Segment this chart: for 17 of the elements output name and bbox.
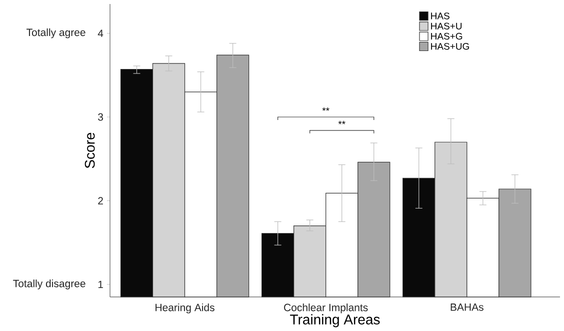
text: Totally disagree [13,280,86,290]
legend-label: HAS [431,12,450,20]
legend-label: HAS+G [431,32,462,40]
annotation: ** [322,107,330,111]
y-axis-title: Score [84,132,95,168]
text: Totally agree [26,28,86,38]
y-tick-label: 2 [98,197,103,204]
x-tick-label: Cochlear Implants [284,304,368,314]
y-tick-label: 3 [98,113,104,121]
legend-label: HAS+U [431,22,462,30]
legend-label: HAS+UG [431,42,469,50]
y-tick-label: 4 [98,30,104,37]
x-axis-title: Training Areas [290,314,380,328]
y-tick-label: 1 [98,280,103,288]
annotation: ** [338,120,346,124]
x-tick-label: Hearing Aids [156,304,214,314]
x-tick-label: BAHAs [450,304,484,311]
